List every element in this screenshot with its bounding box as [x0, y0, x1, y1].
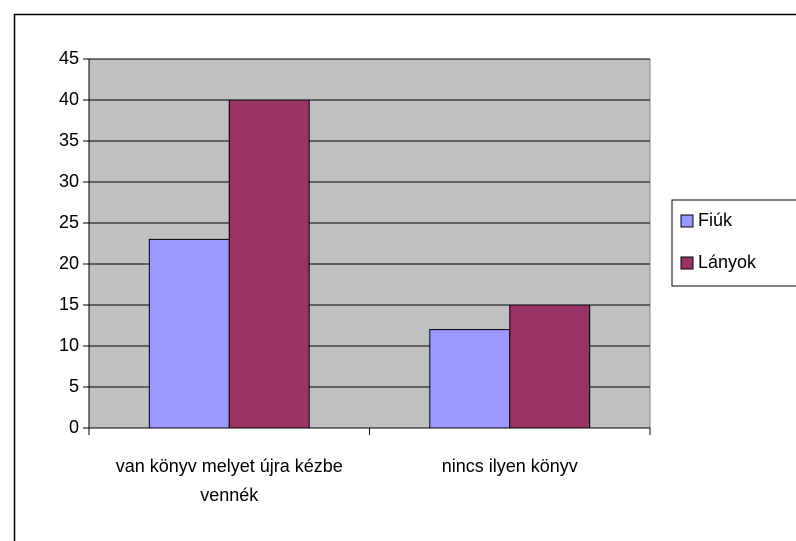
bar [429, 329, 511, 429]
y-tick-label: 0 [69, 417, 79, 437]
bar [228, 99, 310, 429]
legend-swatch [680, 214, 694, 228]
chart-border [13, 13, 796, 541]
y-tick-label: 35 [59, 130, 79, 150]
bar [148, 238, 230, 429]
x-tick-label: van könyv melyet újra kézbe vennék [115, 456, 343, 505]
y-tick-label: 40 [59, 89, 79, 109]
y-tick-label: 30 [59, 171, 79, 191]
x-tick-label: nincs ilyen könyv [441, 456, 578, 476]
y-tick-label: 25 [59, 212, 79, 232]
y-tick-label: 10 [59, 335, 79, 355]
legend-swatch [680, 256, 694, 270]
legend-label: Fiúk [698, 210, 733, 230]
legend-box [671, 199, 796, 287]
y-tick-label: 5 [69, 376, 79, 396]
y-tick-label: 20 [59, 253, 79, 273]
legend-label: Lányok [698, 252, 757, 272]
y-tick-label: 45 [59, 48, 79, 68]
bar [509, 304, 591, 429]
y-tick-label: 15 [59, 294, 79, 314]
